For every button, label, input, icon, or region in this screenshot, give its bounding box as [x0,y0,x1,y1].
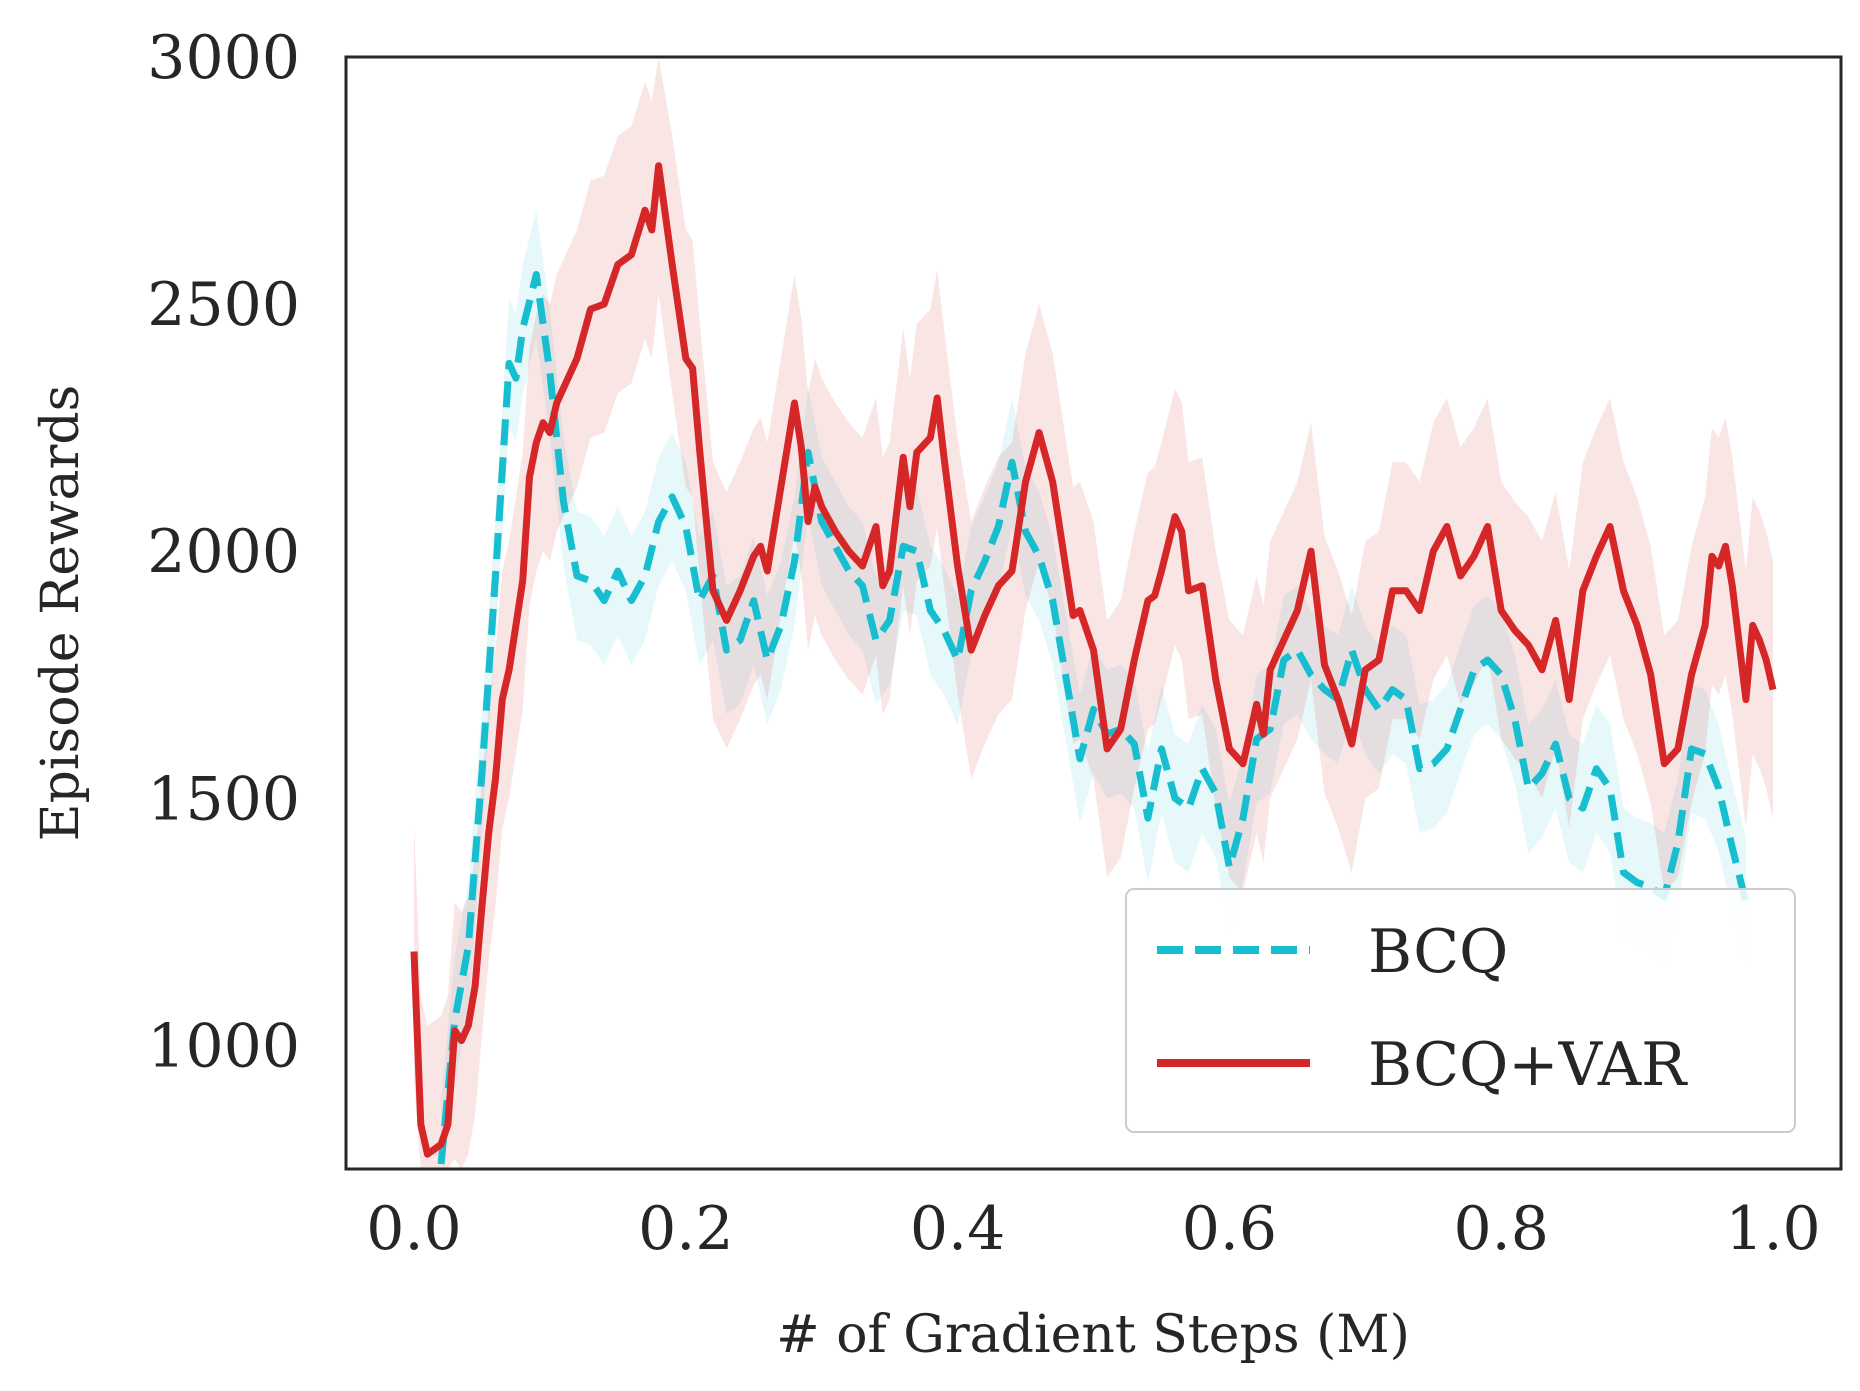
x-tick-label: 0.4 [910,1194,1005,1264]
x-tick-label: 0.2 [638,1194,733,1264]
series-lines [410,162,1777,1165]
y-tick-label: 2000 [147,517,300,587]
y-tick-label: 1500 [147,764,300,834]
y-axis-title: Episode Rewards [31,385,91,842]
band-bcq-var [414,57,1773,1169]
x-tick-label: 0.6 [1182,1194,1277,1264]
y-axis-ticks: 1000 1500 2000 2500 3000 [147,23,300,1081]
y-tick-label: 1000 [147,1011,300,1081]
legend-label-bcq: BCQ [1368,917,1508,987]
y-tick-label: 2500 [147,270,300,340]
x-axis-ticks: 0.0 0.2 0.4 0.6 0.8 1.0 [366,1194,1820,1264]
x-axis-title: # of Gradient Steps (M) [776,1305,1410,1365]
line-bcq-var [410,162,1777,1158]
confidence-bands [414,57,1773,1169]
plot-frame [344,55,1843,1171]
x-tick-label: 0.0 [366,1194,461,1264]
band-bcq [441,210,1746,1169]
line-bcq [437,271,1750,1165]
legend-label-bcq-var: BCQ+VAR [1368,1030,1688,1100]
x-tick-label: 0.8 [1453,1194,1548,1264]
y-tick-label: 3000 [147,23,300,93]
x-tick-label: 1.0 [1725,1194,1820,1264]
legend: BCQ BCQ+VAR [1125,888,1796,1133]
